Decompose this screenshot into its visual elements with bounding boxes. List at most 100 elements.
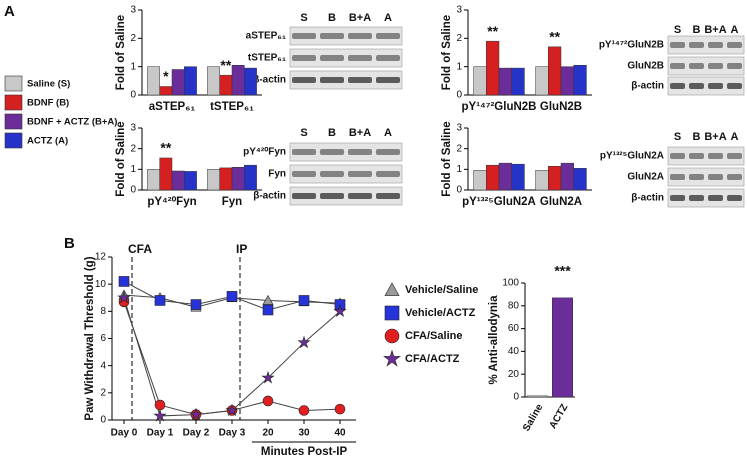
y-axis-label: Fold of Saline [115, 121, 127, 196]
lane-label: S [674, 24, 681, 36]
bar [552, 297, 573, 398]
bar [548, 46, 562, 96]
bar [498, 162, 512, 191]
bar [560, 162, 574, 191]
x-tick-label: aSTEP₆₁ [149, 101, 196, 113]
blot-row-label: β-actin [253, 75, 286, 86]
blot-strip [667, 56, 745, 76]
legend-label: Vehicle/ACTZ [405, 307, 476, 319]
y-tick-label: 6 [100, 333, 106, 344]
blot-band [670, 63, 685, 69]
y-tick-label: 40 [508, 346, 520, 357]
blot-band [348, 149, 372, 155]
panel-label: B [64, 235, 75, 252]
bar [231, 65, 245, 96]
bar [486, 40, 500, 96]
marker [118, 276, 130, 287]
blot-band [292, 77, 316, 83]
blot-band [708, 63, 723, 69]
x-tick-label: ACTZ [548, 402, 571, 431]
blot-band [727, 63, 742, 69]
y-tick-label: 0 [456, 185, 462, 196]
legend-swatch [4, 132, 23, 149]
lane-label: B+A [349, 127, 371, 139]
x-tick-label: Day 2 [183, 428, 210, 439]
y-tick-label: 0 [130, 185, 136, 196]
y-tick-label: 2 [100, 387, 106, 398]
marker [384, 282, 400, 296]
marker [262, 294, 274, 305]
series-line [123, 297, 341, 417]
y-tick-label: 10 [95, 279, 107, 290]
y-tick-label: 20 [508, 369, 520, 380]
bar [535, 66, 549, 96]
legend-label: ACTZ (A) [27, 136, 68, 147]
y-axis-label: Fold of Saline [441, 121, 453, 196]
y-tick-label: 3 [130, 123, 136, 134]
blot-band [708, 195, 723, 201]
blot-band [348, 77, 372, 83]
blot-band [689, 174, 704, 180]
blot-strip [289, 186, 403, 206]
blot-band [670, 83, 685, 89]
significance-label: ** [549, 29, 560, 45]
blot-strip [289, 142, 403, 162]
marker [154, 295, 166, 306]
lane-label: A [731, 131, 739, 143]
marker [154, 399, 166, 411]
blot-row-label: pY⁴²⁰Fyn [243, 147, 286, 158]
marker [153, 408, 167, 422]
lane-label: B [328, 12, 336, 24]
lane-label: A [731, 24, 739, 36]
blot-band [727, 195, 742, 201]
marker [333, 304, 347, 317]
marker [189, 407, 203, 421]
lane-label: S [300, 127, 307, 139]
blot-band [689, 153, 704, 159]
bar [207, 169, 220, 191]
y-tick-label: 3 [456, 123, 462, 134]
bar [473, 170, 487, 191]
blot-band [376, 77, 400, 83]
blot-band [348, 55, 372, 61]
x-tick-label: Day 1 [147, 428, 174, 439]
y-tick-label: 3 [456, 5, 462, 16]
event-label: CFA [128, 242, 152, 256]
lane-label: A [384, 12, 392, 24]
x-tick-label: 20 [262, 428, 274, 439]
marker [225, 403, 239, 417]
legend-label: CFA/ACTZ [405, 353, 460, 365]
marker [298, 295, 310, 306]
blot-row-label: pY¹⁴⁷²GluN2B [599, 40, 664, 51]
y-tick-label: 1 [456, 164, 462, 175]
x-tick-label: GluN2B [540, 101, 582, 113]
bar [171, 170, 185, 191]
blot-strip [667, 146, 745, 166]
panel-label: A [4, 3, 15, 20]
bar [511, 163, 525, 191]
x-tick-label: 30 [298, 428, 310, 439]
y-axis-label: Fold of Saline [441, 15, 453, 90]
bar [184, 66, 197, 96]
marker [117, 290, 131, 304]
marker [298, 405, 310, 416]
significance-label: ** [160, 140, 171, 156]
x-tick-label: Fyn [222, 196, 242, 208]
x-tick-label: Day 0 [111, 428, 138, 439]
legend-label: BDNF (B) [27, 98, 69, 109]
y-tick-label: 3 [130, 5, 136, 16]
blot-band [689, 195, 704, 201]
blot-band [376, 55, 400, 61]
y-tick-label: 1 [130, 164, 136, 175]
x-tick-label: pY¹⁴⁷²GluN2B [462, 101, 537, 113]
marker [190, 299, 202, 310]
lane-label: S [300, 12, 307, 24]
blot-band [670, 42, 685, 48]
blot-band [292, 55, 316, 61]
y-tick-label: 1 [456, 61, 462, 72]
blot-band [670, 153, 685, 159]
significance-label: *** [554, 263, 571, 279]
y-axis-label: % Anti-allodynia [488, 295, 500, 385]
marker [297, 335, 311, 349]
